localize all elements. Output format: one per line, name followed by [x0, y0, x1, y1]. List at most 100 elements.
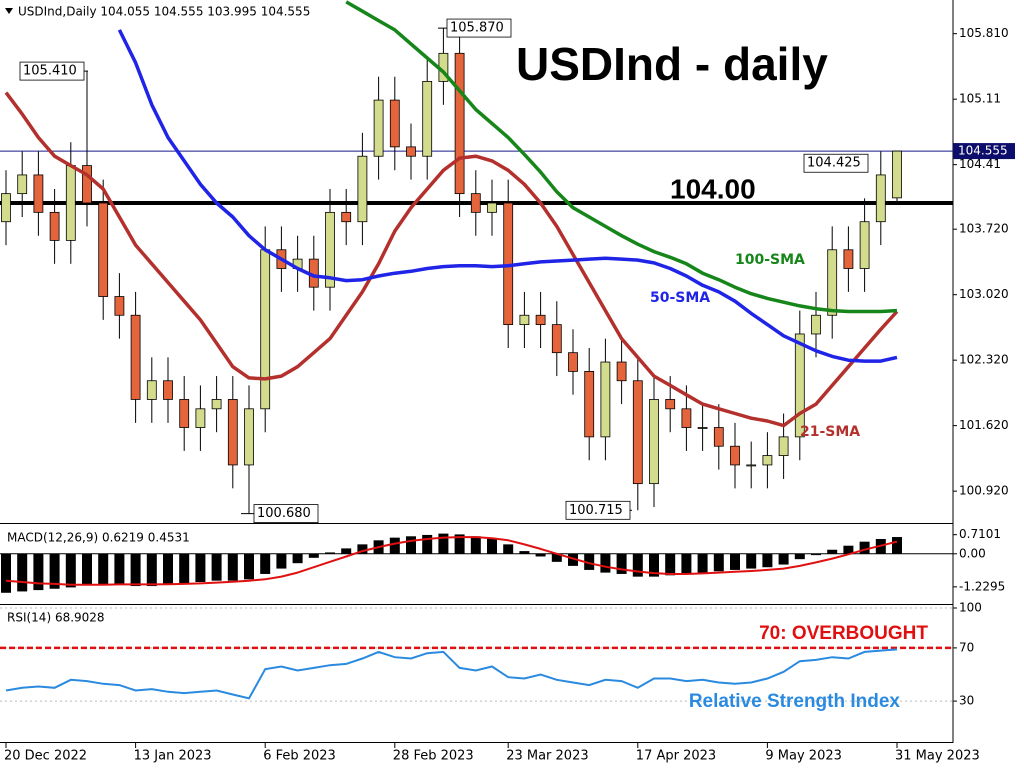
candle-body [454, 52, 465, 195]
candle-body [244, 408, 254, 466]
candle-body [551, 324, 562, 354]
macd-bar [130, 553, 141, 587]
macd-bar [649, 553, 659, 577]
y-tick-label: 103.020 [959, 287, 1009, 301]
sma-label: 100-SMA [735, 252, 805, 268]
candle-body [227, 399, 238, 466]
macd-bar [551, 553, 562, 562]
annotation-label: 105.410 [23, 64, 77, 79]
macd-bar [260, 553, 271, 574]
macd-bar [341, 548, 352, 554]
macd-bar [33, 553, 44, 591]
candle-body [325, 211, 335, 288]
candle-body [892, 150, 902, 199]
candle-body [389, 99, 400, 148]
candle-body [665, 399, 676, 410]
macd-bar [114, 553, 125, 585]
macd-bar [227, 553, 238, 581]
macd-bar [308, 553, 319, 558]
macd-bar [98, 553, 109, 585]
macd-bar [827, 549, 838, 554]
macd-bar [195, 553, 206, 583]
candle-body [163, 380, 173, 400]
candle-body [341, 211, 352, 223]
rsi-header: RSI(14) 68.9028 [7, 611, 105, 625]
macd-bar [276, 553, 287, 569]
annotation-label: 104.425 [807, 156, 861, 171]
macd-bar [325, 552, 335, 554]
macd-bar [17, 553, 28, 592]
macd-bar [406, 536, 416, 554]
rsi-annotation: Relative Strength Index [689, 691, 901, 712]
candle-body [794, 333, 805, 438]
y-tick-label: 70 [959, 640, 974, 654]
last-price-box [953, 143, 1015, 160]
rsi-line [5, 648, 898, 700]
macd-header: MACD(12,26,9) 0.6219 0.4531 [7, 531, 190, 545]
macd-bar [211, 553, 222, 581]
candle-body [1, 193, 11, 223]
macd-bar [616, 553, 627, 574]
x-tick-label: 17 Apr 2023 [636, 749, 716, 764]
y-tick-label: 104.41 [959, 157, 1001, 171]
macd-bar [665, 553, 676, 576]
annotation-label: 100.680 [257, 506, 311, 521]
last-price-label: 104.555 [958, 144, 1008, 158]
y-tick-label: 30 [959, 694, 974, 708]
macd-bar [713, 553, 724, 572]
macd-bar [179, 553, 190, 584]
x-tick-label: 9 May 2023 [765, 749, 842, 764]
y-tick-label: -1.2295 [959, 579, 1005, 593]
macd-bar [519, 551, 530, 554]
sma-label: 50-SMA [650, 290, 710, 306]
signal-line [5, 536, 898, 586]
candle-body [632, 380, 643, 485]
candle-body [211, 399, 222, 410]
candle-body [98, 202, 109, 297]
candle-body [811, 314, 821, 335]
candle-body [406, 146, 416, 157]
y-tick-label: 100 [959, 601, 982, 615]
macd-bar [843, 545, 854, 554]
candle-body [130, 314, 141, 400]
y-tick-label: 103.720 [959, 222, 1009, 236]
x-tick-label: 6 Feb 2023 [263, 749, 336, 764]
y-tick-label: 0.00 [959, 546, 986, 560]
candle-body [487, 202, 497, 213]
candle-body [114, 296, 125, 316]
macd-bar [503, 544, 514, 554]
macd-bar [65, 553, 76, 588]
macd-bar [584, 553, 595, 570]
macd-bar [811, 553, 821, 556]
macd-bar [470, 536, 481, 554]
x-tick-label: 23 Mar 2023 [506, 749, 588, 764]
macd-bar [535, 553, 546, 557]
macd-bar [632, 553, 643, 577]
candle-body [260, 249, 271, 410]
candle-body [681, 408, 692, 428]
candle-body [82, 165, 92, 204]
candle-body [584, 370, 595, 438]
sma-line [345, 0, 898, 314]
annotation-box [446, 18, 512, 38]
candle-body [373, 99, 384, 157]
y-tick-label: 101.620 [959, 418, 1009, 432]
macd-bar [762, 553, 773, 568]
macd-bar [292, 553, 303, 564]
candle-body [649, 399, 659, 485]
y-tick-label: 0.7101 [959, 527, 1001, 541]
sma-label: 21-SMA [800, 424, 860, 440]
candle-body [535, 314, 546, 326]
macd-bar [82, 553, 92, 585]
candle-body [859, 221, 870, 269]
candle-body [730, 445, 740, 466]
macd-bar [438, 533, 449, 554]
candle-body [746, 464, 757, 467]
sma-line [4, 91, 899, 428]
x-tick-label: 28 Feb 2023 [393, 749, 474, 764]
candle-body [568, 352, 578, 372]
chart-header: USDInd,Daily 104.055 104.555 103.995 104… [18, 5, 310, 19]
candle-body [65, 165, 76, 241]
candle-body [179, 399, 190, 428]
candle-body [49, 211, 60, 241]
